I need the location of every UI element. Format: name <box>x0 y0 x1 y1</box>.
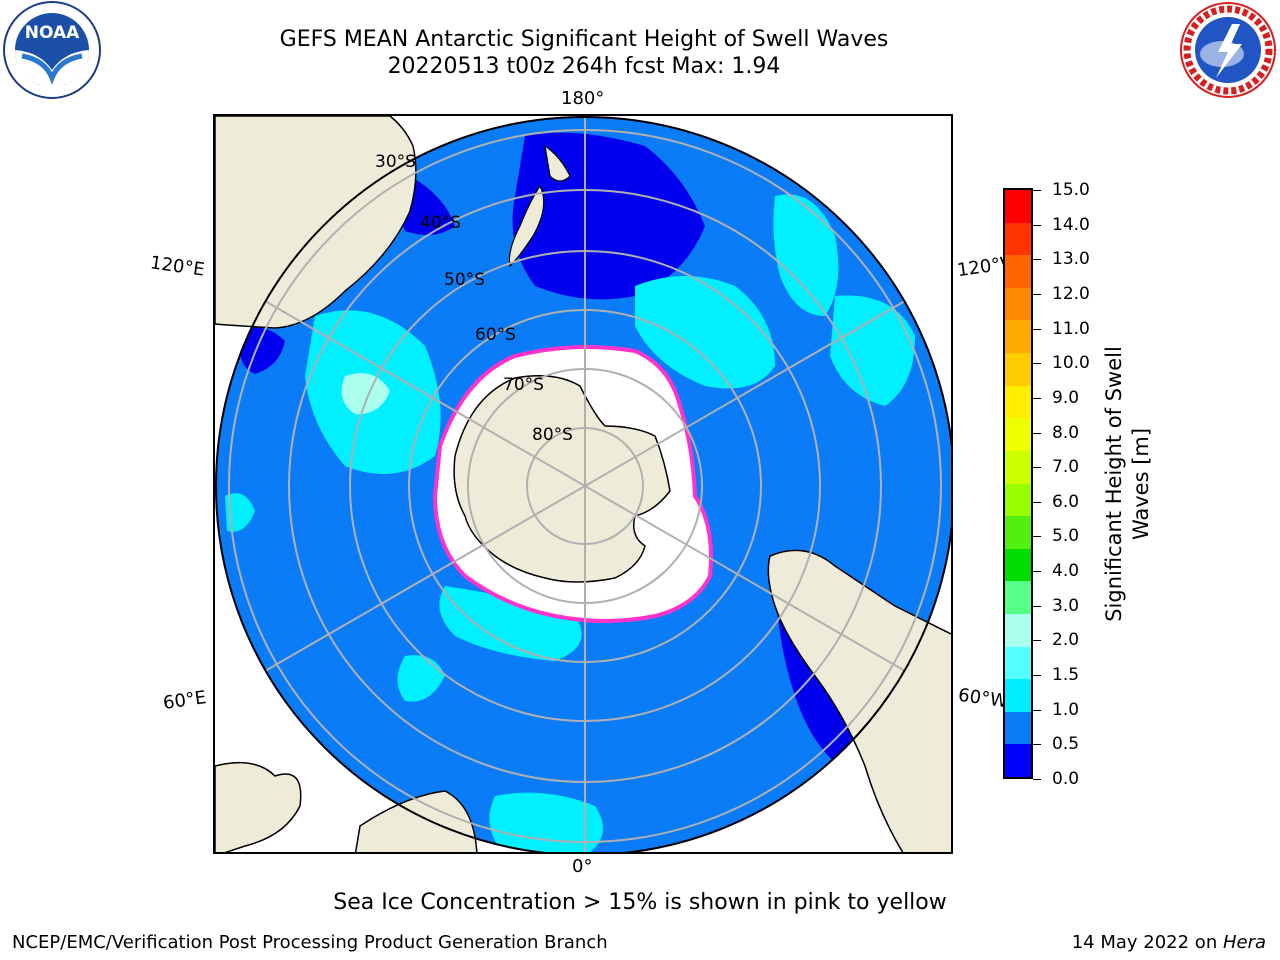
colorbar-segment <box>1005 418 1031 452</box>
colorbar-segment <box>1005 255 1031 289</box>
colorbar-tick <box>1033 605 1041 607</box>
colorbar-tick <box>1033 675 1041 677</box>
footer-host: Hera <box>1222 932 1266 953</box>
lon-label-60w: 60°W <box>956 684 1009 713</box>
colorbar-tick <box>1033 293 1041 295</box>
footer-date: 14 May 2022 on Hera <box>1072 932 1266 953</box>
colorbar <box>1003 188 1033 779</box>
map-title: GEFS MEAN Antarctic Significant Height o… <box>279 27 889 52</box>
colorbar-segment <box>1005 548 1031 582</box>
colorbar-tick-label: 6.0 <box>1052 491 1080 512</box>
colorbar-tick <box>1033 259 1041 261</box>
colorbar-tick-label: 1.5 <box>1052 665 1080 686</box>
colorbar-tick <box>1033 640 1041 642</box>
svg-text:NOAA: NOAA <box>25 23 80 43</box>
lon-label-180: 180° <box>561 88 605 109</box>
colorbar-tick <box>1033 363 1041 365</box>
colorbar-segment <box>1005 353 1031 387</box>
colorbar-tick-label: 0.5 <box>1052 734 1080 755</box>
colorbar-tick-label: 13.0 <box>1052 249 1090 270</box>
noaa-logo: NOAA <box>3 1 101 99</box>
colorbar-title: Significant Height of Swell Waves [m] <box>1101 346 1155 622</box>
colorbar-tick <box>1033 571 1041 573</box>
sea-ice-note: Sea Ice Concentration > 15% is shown in … <box>333 890 947 915</box>
nws-logo <box>1180 2 1276 98</box>
lon-label-120e: 120°E <box>148 252 206 281</box>
colorbar-segment <box>1005 516 1031 550</box>
antarctic-map <box>213 114 953 854</box>
colorbar-tick-label: 8.0 <box>1052 422 1080 443</box>
colorbar-segment <box>1005 711 1031 745</box>
colorbar-tick-label: 0.0 <box>1052 769 1080 789</box>
colorbar-tick-label: 2.0 <box>1052 630 1080 651</box>
lat-label-70s: 70°S <box>503 375 544 395</box>
lat-label-30s: 30°S <box>375 152 416 172</box>
colorbar-segment <box>1005 450 1031 484</box>
colorbar-tick <box>1033 190 1041 191</box>
colorbar-segment <box>1005 581 1031 615</box>
colorbar-tick-label: 1.0 <box>1052 699 1080 720</box>
lon-label-0: 0° <box>572 856 593 877</box>
footer-credit: NCEP/EMC/Verification Post Processing Pr… <box>12 932 608 953</box>
colorbar-tick <box>1033 744 1041 746</box>
colorbar-tick <box>1033 501 1041 503</box>
colorbar-tick <box>1033 397 1041 399</box>
colorbar-tick <box>1033 224 1041 226</box>
colorbar-tick-label: 14.0 <box>1052 214 1090 235</box>
colorbar-tick-label: 11.0 <box>1052 318 1090 339</box>
colorbar-tick-label: 5.0 <box>1052 526 1080 547</box>
colorbar-segment <box>1005 483 1031 517</box>
colorbar-tick-label: 7.0 <box>1052 457 1080 478</box>
map-boundary <box>215 116 951 852</box>
colorbar-tick <box>1033 328 1041 330</box>
colorbar-segment <box>1005 287 1031 321</box>
colorbar-tick-label: 4.0 <box>1052 561 1080 582</box>
lat-label-40s: 40°S <box>420 213 461 233</box>
lon-label-60e: 60°E <box>161 687 208 714</box>
colorbar-tick <box>1033 709 1041 711</box>
colorbar-tick-label: 3.0 <box>1052 595 1080 616</box>
footer-date-text: 14 May 2022 on <box>1071 932 1223 953</box>
colorbar-tick-label: 9.0 <box>1052 387 1080 408</box>
map-subtitle: 20220513 t00z 264h fcst Max: 1.94 <box>387 54 781 79</box>
graticule <box>228 116 942 852</box>
colorbar-segment <box>1005 613 1031 648</box>
colorbar-title-line1: Significant Height of Swell <box>1102 346 1126 622</box>
colorbar-segment <box>1005 679 1031 713</box>
colorbar-title-line2: Waves [m] <box>1129 427 1153 541</box>
colorbar-tick-label: 10.0 <box>1052 353 1090 374</box>
colorbar-segment <box>1005 385 1031 419</box>
colorbar-tick <box>1033 779 1041 780</box>
colorbar-segment <box>1005 222 1031 256</box>
lat-label-50s: 50°S <box>444 270 485 290</box>
colorbar-segment <box>1005 320 1031 354</box>
colorbar-tick <box>1033 467 1041 469</box>
lat-label-80s: 80°S <box>532 425 573 445</box>
colorbar-segment <box>1005 190 1031 224</box>
colorbar-segment <box>1005 646 1031 680</box>
colorbar-segment <box>1005 744 1031 778</box>
colorbar-tick <box>1033 536 1041 538</box>
colorbar-tick-label: 12.0 <box>1052 283 1090 304</box>
colorbar-tick <box>1033 432 1041 434</box>
colorbar-tick-label: 15.0 <box>1052 180 1090 200</box>
lat-label-60s: 60°S <box>475 325 516 345</box>
